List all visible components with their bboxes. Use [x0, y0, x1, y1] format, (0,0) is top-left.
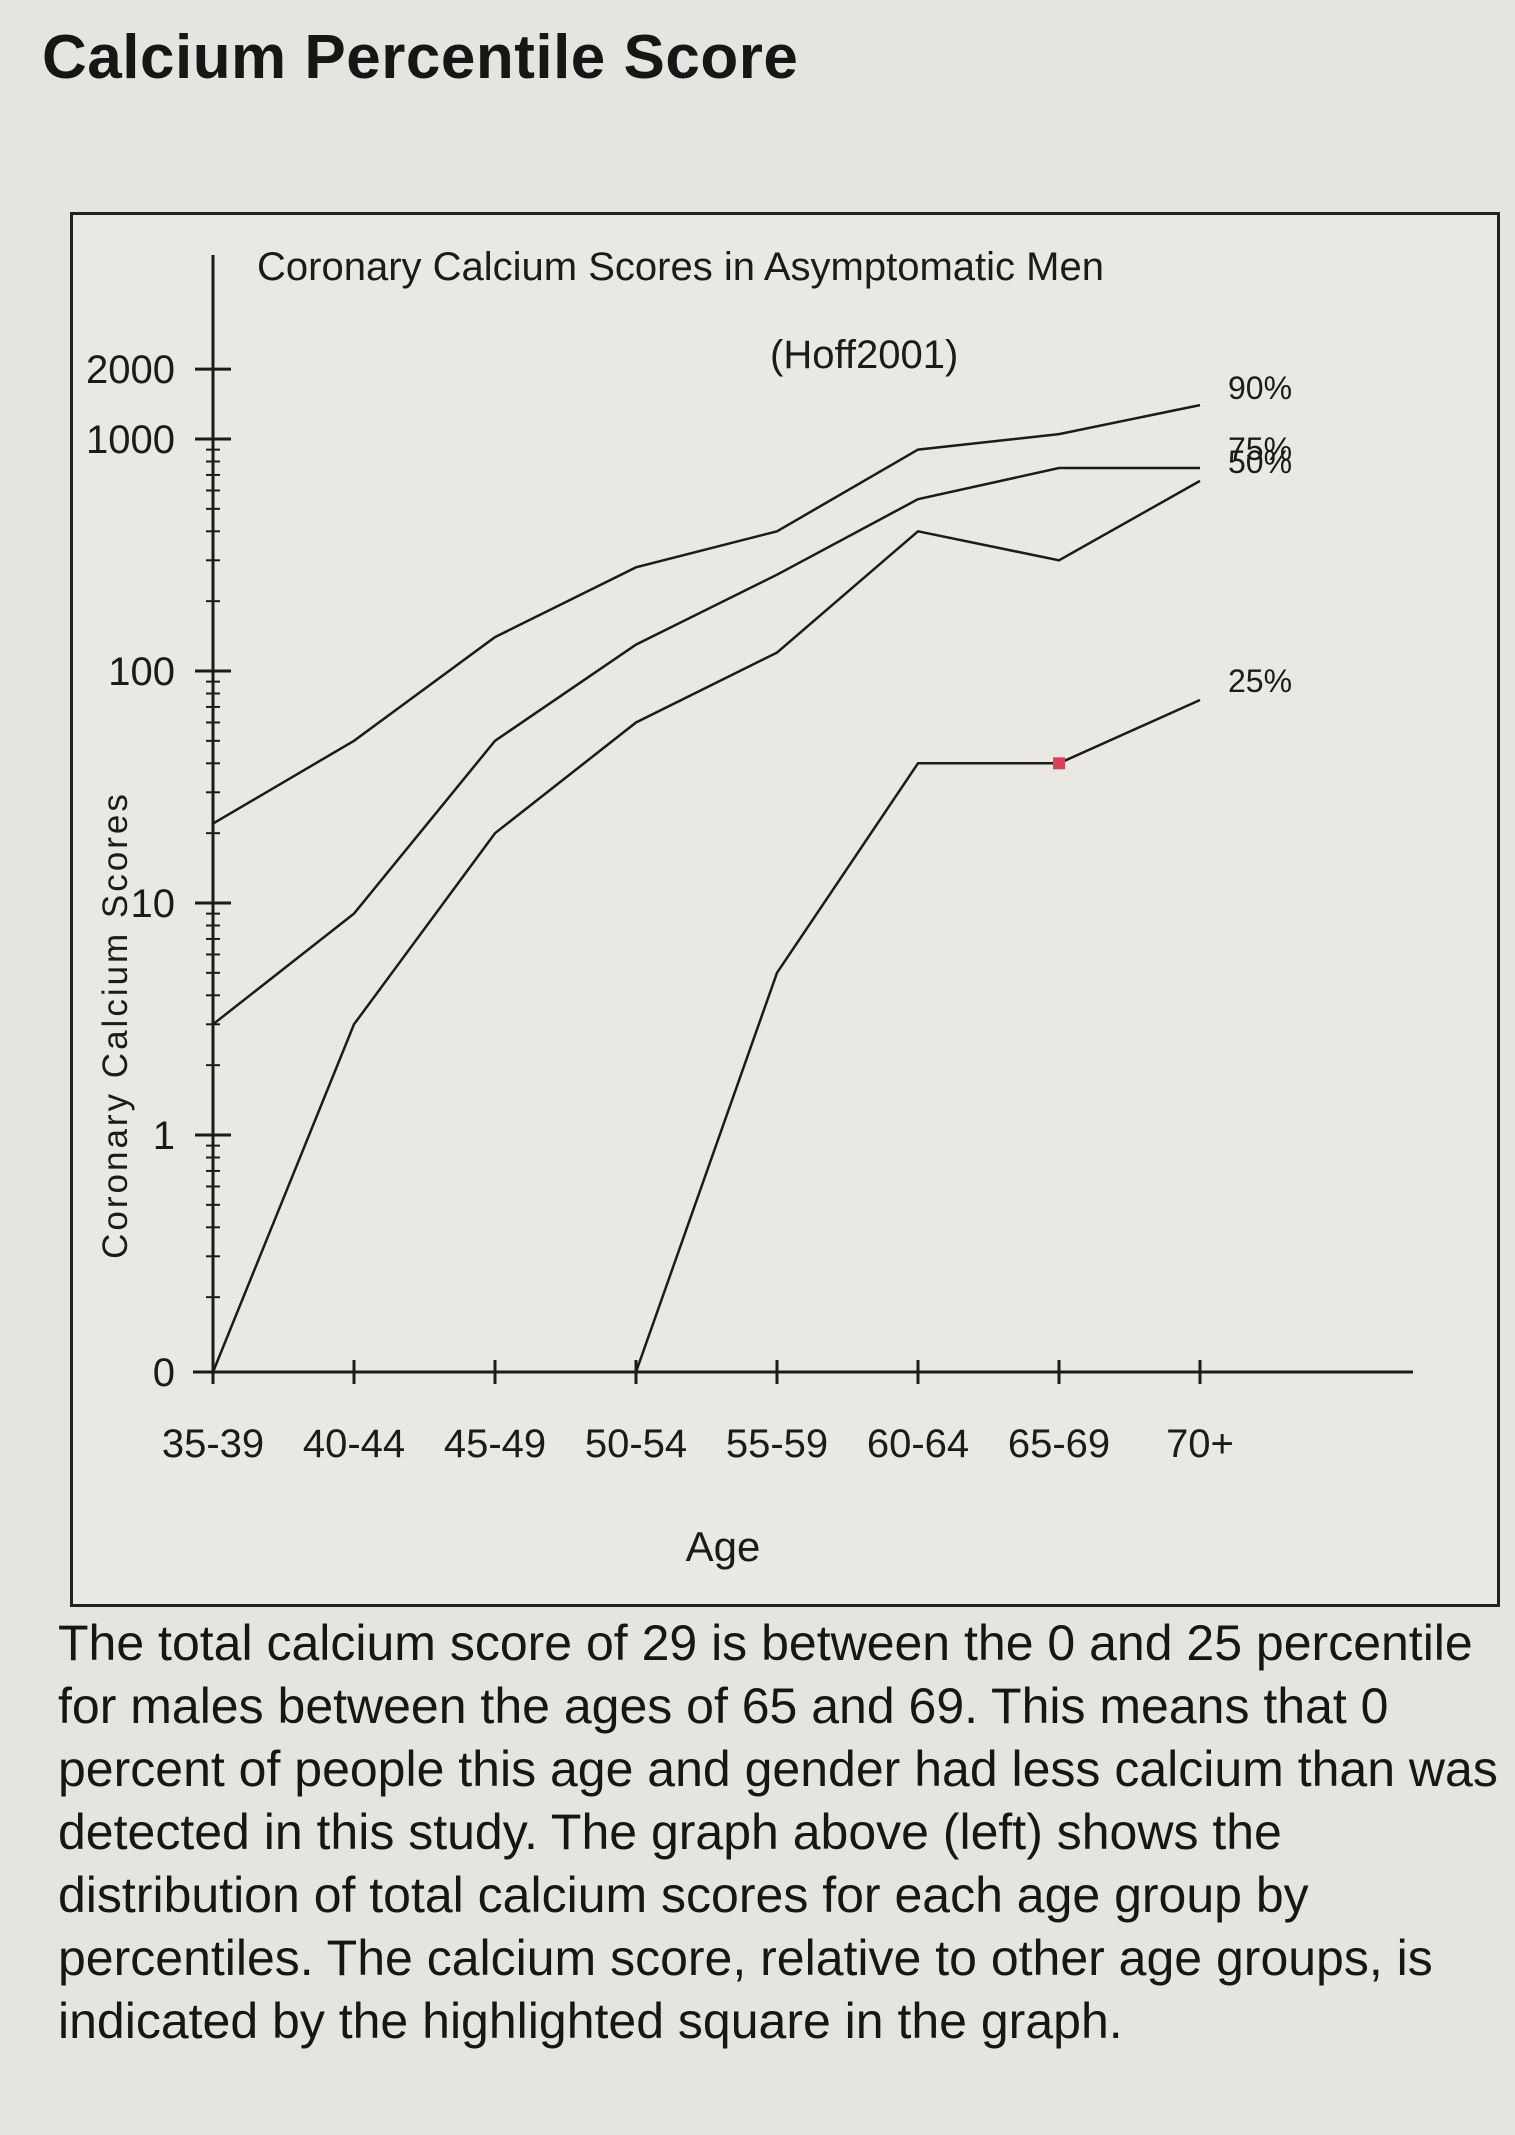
- x-tick-label: 55-59: [726, 1422, 828, 1466]
- x-tick-label: 50-54: [585, 1422, 687, 1466]
- x-tick-label: 60-64: [867, 1422, 969, 1466]
- chart-panel: Coronary Calcium Scores in Asymptomatic …: [70, 212, 1500, 1607]
- x-axis-label: Age: [686, 1523, 761, 1570]
- x-tick-label: 65-69: [1008, 1422, 1110, 1466]
- x-tick-label: 35-39: [162, 1422, 264, 1466]
- chart-title: Coronary Calcium Scores in Asymptomatic …: [257, 245, 1104, 289]
- page-title: Calcium Percentile Score: [42, 23, 799, 92]
- x-tick-label: 45-49: [444, 1422, 546, 1466]
- series-label: 50%: [1228, 444, 1292, 480]
- y-tick-label: 1: [153, 1114, 175, 1158]
- y-axis-label: Coronary Calcium Scores: [96, 791, 135, 1259]
- series-layer: 90% 75%50% 25%: [211, 370, 1292, 1374]
- series-label: 90%: [1228, 370, 1292, 406]
- x-tick-label: 40-44: [303, 1422, 405, 1466]
- caption-text: The total calcium score of 29 is between…: [58, 1615, 1498, 2049]
- series-line-25pct: [213, 698, 1201, 1374]
- series-label: 75%: [1228, 431, 1292, 467]
- calcium-chart: Coronary Calcium Scores in Asymptomatic …: [86, 245, 1413, 1570]
- series-line-75pct: [212, 466, 1200, 1026]
- series-line-90pct: [212, 403, 1201, 825]
- y-tick-label: 100: [108, 650, 175, 694]
- chart-subtitle: (Hoff2001): [770, 333, 958, 377]
- y-tick-label: 2000: [86, 348, 175, 392]
- y-tick-label: 10: [131, 882, 176, 926]
- y-tick-label: 1000: [86, 418, 175, 462]
- series-label: 25%: [1228, 663, 1292, 699]
- y-tick-label: 0: [153, 1351, 175, 1395]
- highlight-square: [1053, 757, 1065, 770]
- series-line-50pct: [211, 479, 1201, 1373]
- x-tick-label: 70+: [1166, 1422, 1234, 1466]
- axes: 0 1 10 100 1000 2000 35-39 40-44 45-49 50-54 55-59…: [86, 255, 1413, 1466]
